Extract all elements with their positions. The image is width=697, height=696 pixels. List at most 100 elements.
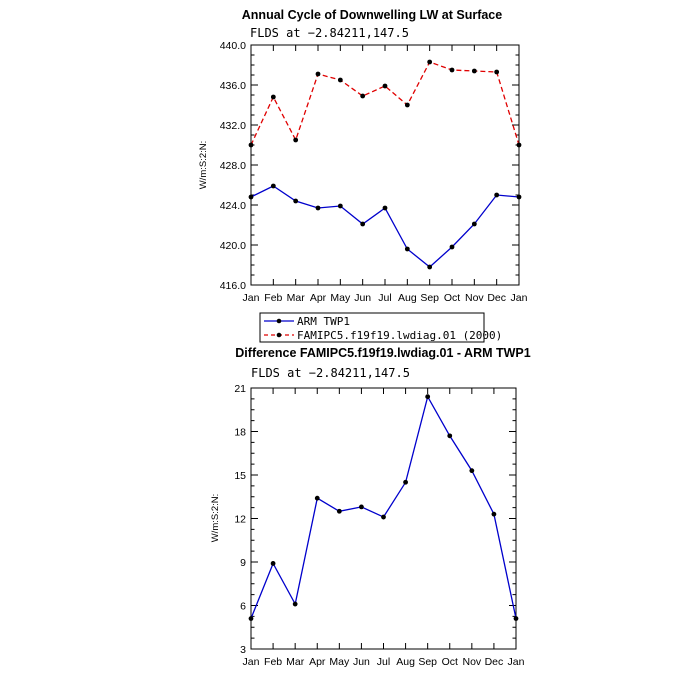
bottom-series-0-point: [425, 394, 431, 400]
top-ytick-label: 416.0: [220, 280, 246, 292]
bottom-xtick-label: Nov: [462, 656, 481, 668]
top-xtick-label: Sep: [420, 292, 439, 304]
bottom-chart-title: Difference FAMIPC5.f19f19.lwdiag.01 - AR…: [235, 346, 530, 360]
top-series-0-point: [382, 205, 388, 211]
top-frame: [250, 44, 520, 286]
top-xtick-label: Dec: [487, 292, 506, 304]
top-series-1-point: [360, 93, 366, 99]
bottom-xtick-label: Feb: [264, 656, 282, 668]
bottom-chart-subtitle: FLDS at −2.84211,147.5: [251, 366, 410, 380]
top-chart: Annual Cycle of Downwelling LW at Surfac…: [198, 8, 528, 343]
top-chart-title: Annual Cycle of Downwelling LW at Surfac…: [242, 8, 502, 22]
bottom-series-0-point: [270, 561, 276, 566]
bottom-series-0-point: [248, 616, 254, 621]
top-series-0-line: [250, 185, 520, 268]
top-chart-legend: ARM TWP1 FAMIPC5.f19f19.lwdiag.01 (2000): [259, 312, 502, 343]
top-xtick-label: Jul: [378, 292, 391, 304]
bottom-series-0-point: [336, 508, 342, 514]
top-ytick-label: 440.0: [220, 40, 246, 52]
bottom-xtick-label: Jul: [377, 656, 390, 668]
top-chart-ylabel: W/m:S:2:N:: [198, 141, 209, 190]
bottom-ytick-label: 18: [234, 427, 246, 439]
top-ytick-label: 424.0: [220, 200, 246, 212]
bottom-series-0-point: [513, 616, 519, 621]
bottom-series-0-point: [491, 511, 497, 517]
bottom-xtick-label: Sep: [418, 656, 437, 668]
top-series-1-point: [270, 94, 276, 100]
top-xtick-label: Mar: [287, 292, 306, 304]
bottom-xtick-label: Aug: [396, 656, 415, 668]
bottom-xtick-label: Dec: [485, 656, 504, 668]
bottom-series-0-point: [469, 468, 475, 474]
top-ytick-label: 428.0: [220, 160, 246, 172]
legend-box: [259, 312, 485, 343]
legend-label-model: FAMIPC5.f19f19.lwdiag.01 (2000): [297, 329, 502, 342]
bottom-ytick-label: 3: [240, 644, 246, 656]
bottom-xtick-label: Jan: [243, 656, 260, 668]
top-xtick-label: Feb: [264, 292, 282, 304]
top-xtick-label: Jun: [354, 292, 371, 304]
top-series-1-point: [382, 83, 388, 89]
bottom-xtick-label: Oct: [442, 656, 458, 668]
top-series-0-point: [449, 244, 455, 250]
top-xtick-label: Apr: [310, 292, 327, 304]
top-xtick-label: Jan: [511, 292, 528, 304]
bottom-chart: Difference FAMIPC5.f19f19.lwdiag.01 - AR…: [210, 346, 531, 668]
top-series-0-point: [337, 203, 343, 209]
bottom-series-0-point: [403, 479, 408, 485]
top-series-0-point: [293, 198, 299, 204]
top-xtick-label: Jan: [243, 292, 260, 304]
top-ytick-label: 432.0: [220, 120, 246, 132]
top-series-1-point: [471, 68, 477, 74]
bottom-series-0-point: [447, 433, 453, 439]
top-series-1-point: [315, 71, 321, 77]
top-series-0-point: [360, 221, 366, 227]
top-series-0-point: [494, 192, 500, 198]
bottom-xtick-label: Jun: [353, 656, 370, 668]
legend-marker-arm: [276, 318, 282, 324]
top-xtick-label: Oct: [444, 292, 460, 304]
legend-label-arm: ARM TWP1: [297, 315, 350, 328]
bottom-ytick-label: 9: [240, 557, 246, 569]
top-chart-subtitle: FLDS at −2.84211,147.5: [250, 26, 409, 40]
bottom-plot-area: Jan Feb Mar Apr May Jun Jul Aug Sep Oct Nov Dec Jan3…: [234, 383, 524, 668]
bottom-xtick-label: May: [329, 656, 350, 668]
top-series-1-line: [250, 61, 520, 146]
top-series-1-point: [494, 69, 500, 75]
top-xtick-label: Aug: [398, 292, 417, 304]
top-series-1-point: [516, 142, 522, 148]
top-series-0-point: [427, 264, 433, 270]
bottom-ytick-label: 6: [240, 601, 246, 613]
top-series-0-point: [471, 221, 477, 227]
bottom-series-0-point: [292, 601, 298, 607]
bottom-ytick-label: 21: [234, 383, 246, 395]
top-ytick-label: 436.0: [220, 80, 246, 92]
top-series-1-point: [427, 59, 433, 65]
top-series-1-point: [248, 142, 254, 148]
top-xtick-label: May: [330, 292, 351, 304]
bottom-series-0-line: [250, 394, 517, 619]
top-series-1-point: [337, 77, 343, 83]
bottom-xtick-label: Jan: [508, 656, 525, 668]
top-series-1-point: [404, 102, 410, 108]
bottom-xtick-label: Apr: [309, 656, 326, 668]
top-series-0-point: [270, 183, 276, 189]
bottom-ytick-label: 12: [234, 514, 246, 526]
top-series-1-point: [449, 67, 455, 73]
top-ytick-label: 420.0: [220, 240, 246, 252]
top-series-0-point: [404, 246, 410, 252]
legend-marker-model: [276, 332, 282, 338]
bottom-chart-ylabel: W/m:S:2:N:: [210, 494, 221, 543]
top-plot-area: Jan Feb Mar Apr May Jun Jul Aug Sep Oct Nov Dec Jan4…: [220, 40, 528, 304]
top-series-0-point: [516, 194, 522, 200]
bottom-series-0-point: [381, 514, 386, 520]
bottom-series-0-point: [359, 504, 364, 510]
bottom-series-0-point: [314, 495, 320, 501]
top-series-0-point: [248, 194, 254, 200]
bottom-xtick-label: Mar: [286, 656, 305, 668]
bottom-ytick-label: 15: [234, 470, 246, 482]
top-xtick-label: Nov: [465, 292, 484, 304]
top-series-0-point: [315, 205, 321, 211]
top-series-1-point: [293, 137, 299, 143]
